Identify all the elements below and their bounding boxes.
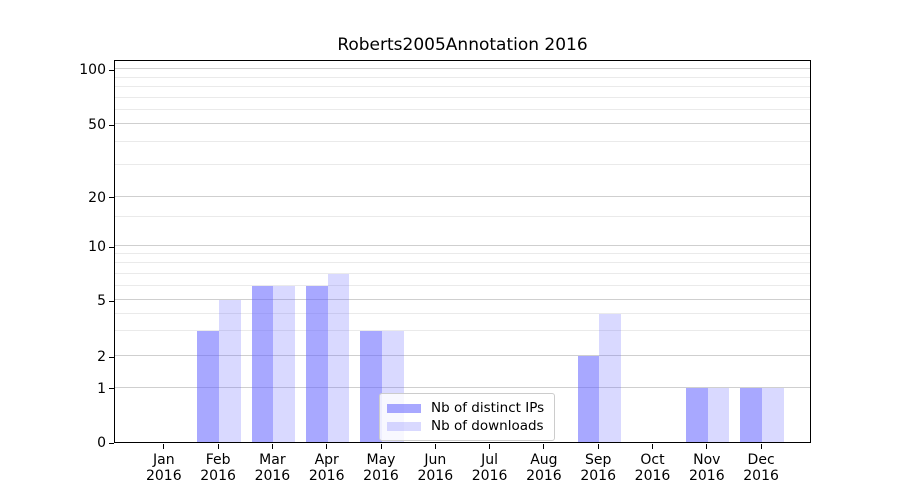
bar-distinct-ips — [251, 286, 274, 442]
x-tick-label: Oct 2016 — [634, 452, 671, 484]
y-tick-label: 20 — [88, 189, 106, 206]
bar-downloads — [219, 300, 241, 442]
x-tick — [434, 444, 436, 449]
minor-gridline — [115, 86, 810, 88]
bar-downloads — [273, 286, 296, 442]
bar-downloads — [707, 387, 730, 442]
major-gridline — [115, 195, 810, 197]
x-tick-label: Mar 2016 — [254, 452, 291, 484]
y-tick — [109, 356, 114, 358]
y-tick — [109, 124, 114, 126]
x-tick-label: Nov 2016 — [688, 452, 725, 484]
minor-gridline — [115, 272, 810, 274]
minor-gridline — [115, 312, 810, 314]
y-tick — [109, 246, 114, 248]
plot-area: Nb of distinct IPs Nb of downloads — [114, 60, 811, 443]
x-tick — [380, 444, 382, 449]
y-tick-label: 0 — [97, 435, 106, 451]
chart-title: Roberts2005Annotation 2016 — [337, 35, 588, 55]
minor-gridline — [115, 76, 810, 78]
legend-entry-distinct-ips: Nb of distinct IPs — [387, 400, 544, 416]
legend-swatch-downloads — [387, 421, 421, 431]
bar-downloads — [599, 313, 621, 442]
x-tick-label: Jul 2016 — [471, 452, 508, 484]
y-tick-label: 50 — [88, 117, 106, 134]
major-gridline — [115, 245, 810, 246]
x-tick — [271, 444, 273, 449]
x-tick-label: Jan 2016 — [145, 452, 182, 484]
y-tick-label: 1 — [97, 380, 106, 397]
legend-entry-downloads: Nb of downloads — [387, 418, 544, 434]
x-tick-label: Apr 2016 — [308, 452, 345, 484]
bar-distinct-ips — [360, 331, 382, 442]
y-tick-label: 100 — [79, 62, 106, 79]
bar-distinct-ips — [197, 331, 220, 442]
bar-downloads — [762, 387, 784, 442]
x-tick — [217, 444, 219, 449]
major-gridline — [115, 386, 810, 388]
minor-gridline — [115, 96, 810, 98]
y-tick — [109, 442, 114, 444]
bar-distinct-ips — [306, 286, 328, 442]
x-tick — [543, 444, 545, 449]
x-tick — [326, 444, 328, 449]
bar-distinct-ips — [740, 387, 763, 442]
minor-gridline — [115, 253, 810, 255]
minor-gridline — [115, 140, 810, 142]
x-tick-label: Sep 2016 — [580, 452, 616, 484]
x-tick — [163, 444, 165, 449]
x-tick — [597, 444, 599, 449]
bar-layer — [115, 61, 810, 442]
major-gridline — [115, 68, 810, 70]
x-tick-label: Dec 2016 — [743, 452, 779, 484]
bar-distinct-ips — [686, 387, 708, 442]
minor-gridline — [115, 262, 810, 264]
minor-gridline — [115, 216, 810, 218]
y-tick — [109, 388, 114, 390]
x-tick-label: May 2016 — [363, 452, 399, 484]
minor-gridline — [115, 163, 810, 165]
x-tick-label: Jun 2016 — [417, 452, 454, 484]
y-tick — [109, 69, 114, 71]
x-tick — [652, 444, 653, 449]
y-tick-label: 2 — [97, 349, 106, 365]
legend-label-downloads: Nb of downloads — [431, 418, 544, 434]
x-tick — [489, 444, 491, 449]
x-tick — [706, 444, 708, 449]
grid-layer — [115, 61, 810, 442]
legend: Nb of distinct IPs Nb of downloads — [379, 393, 556, 441]
y-tick-label: 5 — [97, 293, 106, 310]
x-tick-label: Aug 2016 — [526, 452, 562, 484]
legend-label-distinct-ips: Nb of distinct IPs — [431, 400, 545, 416]
major-gridline — [115, 123, 810, 125]
bar-downloads — [327, 273, 350, 442]
minor-gridline — [115, 108, 810, 110]
bar-distinct-ips — [577, 356, 600, 442]
legend-swatch-distinct-ips — [387, 403, 421, 413]
minor-gridline — [115, 285, 810, 287]
y-tick — [109, 300, 114, 302]
major-gridline — [115, 355, 810, 356]
x-tick-label: Feb 2016 — [200, 452, 236, 484]
x-tick — [760, 444, 762, 449]
major-gridline — [115, 299, 810, 301]
y-tick-label: 10 — [88, 239, 106, 255]
y-tick — [109, 197, 114, 199]
minor-gridline — [115, 330, 810, 332]
